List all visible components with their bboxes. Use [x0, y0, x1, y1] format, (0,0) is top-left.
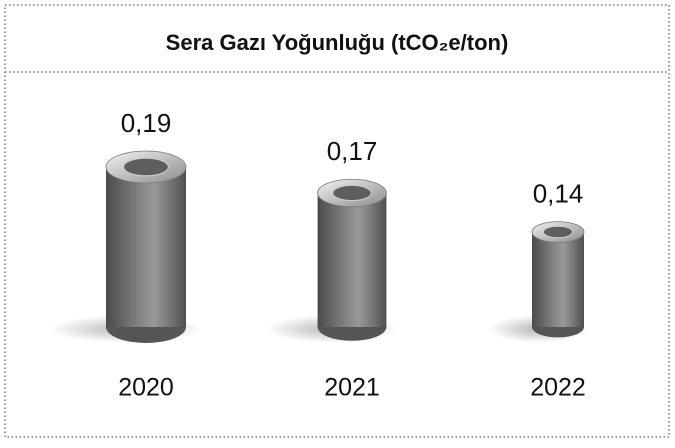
value-label: 0,19	[121, 108, 172, 138]
chart-title: Sera Gazı Yoğunluğu (tCO₂e/ton)	[166, 30, 509, 55]
bar	[317, 193, 387, 327]
x-tick-label: 2020	[118, 374, 174, 402]
value-label: 0,14	[533, 178, 584, 208]
x-tick-label: 2021	[324, 374, 380, 402]
bar	[106, 167, 186, 327]
bar-hole	[332, 184, 372, 202]
x-tick-label: 2022	[530, 374, 586, 402]
value-label: 0,17	[327, 136, 378, 166]
bar	[532, 232, 584, 327]
frame	[4, 4, 670, 438]
bar-hole	[542, 225, 574, 239]
bar-hole	[123, 157, 169, 177]
